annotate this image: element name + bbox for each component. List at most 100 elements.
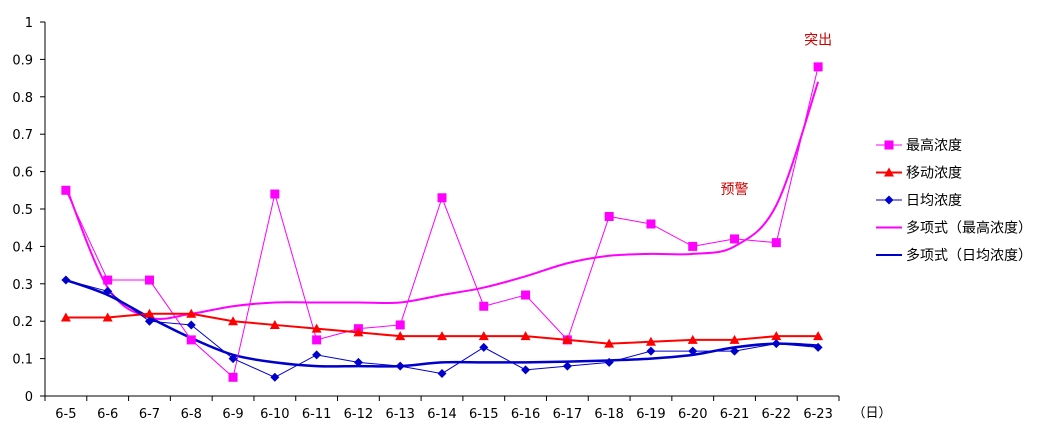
legend-label: 最高浓度	[906, 137, 962, 154]
legend-swatch-marker	[884, 167, 894, 177]
x-tick-label: 6-21	[720, 407, 750, 422]
data-point	[61, 275, 71, 285]
trendline-daily-average	[65, 278, 819, 368]
x-tick-label: 6-5	[55, 407, 76, 422]
data-point	[103, 286, 113, 296]
data-point	[604, 211, 614, 221]
x-tick-label: 6-6	[97, 407, 118, 422]
legend-item: 移动浓度	[876, 166, 962, 182]
data-point	[228, 354, 238, 364]
data-point	[730, 234, 740, 244]
data-point	[521, 290, 531, 300]
y-tick-label: 1	[25, 16, 33, 31]
data-point	[437, 369, 447, 379]
y-tick-label: 0.8	[12, 91, 33, 106]
annotation-label: 预警	[721, 182, 749, 198]
data-point	[186, 335, 196, 345]
data-point	[729, 334, 740, 344]
x-tick-label: 6-22	[762, 407, 792, 422]
data-point	[311, 323, 322, 333]
data-point	[688, 346, 698, 356]
data-point	[228, 316, 239, 326]
data-point	[479, 342, 489, 352]
x-tick-label: 6-23	[803, 407, 833, 422]
data-point	[395, 331, 406, 341]
data-point	[353, 327, 364, 337]
y-tick-label: 0.1	[12, 353, 33, 368]
x-tick-label: 6-15	[469, 407, 499, 422]
legend-item: 日均浓度	[876, 193, 962, 209]
x-tick-label: 6-18	[594, 407, 624, 422]
data-point	[813, 62, 823, 72]
x-tick-label: 6-13	[385, 407, 415, 422]
data-point	[771, 238, 781, 248]
x-tick-label: 6-16	[511, 407, 541, 422]
data-point	[521, 365, 531, 375]
series-layer	[60, 62, 824, 382]
data-point	[102, 312, 113, 322]
data-point	[312, 350, 322, 360]
data-point	[144, 275, 154, 285]
data-point	[270, 372, 280, 382]
y-tick-label: 0.5	[12, 203, 33, 218]
x-tick-label: 6-10	[260, 407, 290, 422]
data-point	[646, 346, 656, 356]
y-tick-label: 0.9	[12, 53, 33, 68]
x-tick-label: 6-8	[181, 407, 202, 422]
legend-label: 多项式（最高浓度）	[906, 220, 1032, 237]
data-point	[688, 241, 698, 251]
data-point	[437, 331, 447, 341]
legend-swatch-marker	[884, 140, 894, 150]
data-point	[270, 189, 280, 199]
y-tick-label: 0.7	[12, 128, 33, 143]
series-daily-average	[61, 275, 823, 382]
data-point	[437, 193, 447, 203]
data-point	[478, 331, 489, 341]
data-point	[645, 336, 656, 346]
data-point	[604, 357, 614, 367]
legend-label: 多项式（日均浓度）	[906, 247, 1032, 264]
data-point	[144, 308, 155, 318]
axes: 0 0.1 0.2 0.3 0.4 0.5 0.6 0.7 0.8 0.9 1 6-5 6-6 6-7 6-…	[12, 16, 891, 422]
data-point	[771, 339, 781, 349]
y-tick-label: 0	[25, 390, 33, 405]
y-tick-label: 0.4	[12, 240, 33, 255]
legend-label: 日均浓度	[906, 193, 962, 209]
annotation-label: 突出	[804, 32, 832, 48]
data-point	[479, 301, 489, 311]
data-point	[520, 331, 531, 341]
data-point	[562, 334, 573, 344]
x-tick-label: 6-11	[302, 407, 332, 422]
data-point	[646, 219, 656, 229]
legend-item: 多项式（日均浓度）	[876, 247, 1032, 264]
series-moving-concentration	[60, 308, 824, 348]
data-point	[269, 319, 280, 329]
data-point	[395, 361, 405, 371]
x-tick-label: 6-7	[139, 407, 160, 422]
data-point	[60, 312, 71, 322]
data-point	[771, 331, 782, 341]
x-tick-label: 6-9	[222, 407, 243, 422]
data-point	[562, 361, 572, 371]
y-tick-label: 0.6	[12, 166, 33, 181]
data-point	[395, 320, 405, 330]
legend-item: 多项式（最高浓度）	[876, 220, 1032, 237]
series-max-concentration-line	[65, 66, 819, 379]
data-point	[103, 275, 113, 285]
data-point	[312, 335, 322, 345]
data-point	[813, 331, 824, 341]
data-point	[813, 342, 823, 352]
legend-item: 最高浓度	[876, 137, 962, 154]
legend-label: 移动浓度	[906, 166, 962, 182]
data-point	[730, 346, 740, 356]
data-point	[186, 308, 197, 318]
x-tick-label: 6-20	[678, 407, 708, 422]
data-point	[144, 316, 154, 326]
x-tick-label: 6-17	[553, 407, 583, 422]
y-tick-label: 0.2	[12, 315, 33, 330]
data-point	[61, 185, 71, 195]
x-unit-label: （日）	[852, 406, 891, 421]
